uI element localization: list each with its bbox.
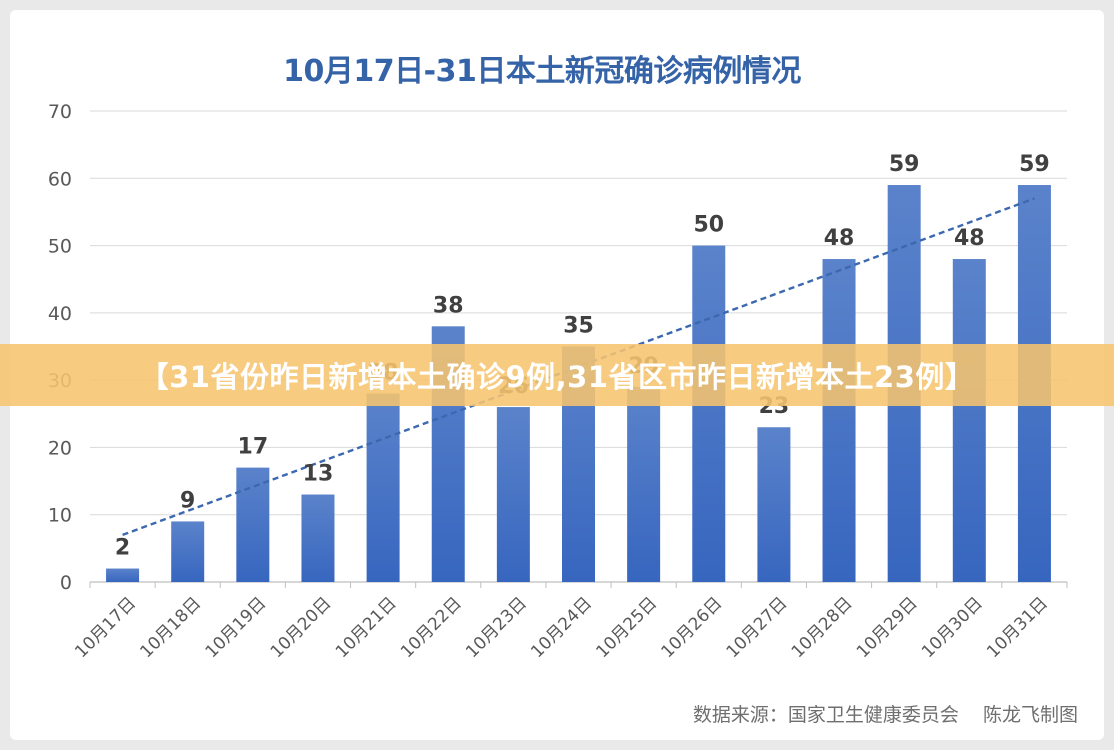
y-tick-label: 20 <box>48 437 72 459</box>
source-note: 数据来源：国家卫生健康委员会 陈龙飞制图 <box>692 704 1078 726</box>
bar <box>627 386 661 582</box>
y-tick-label: 40 <box>48 303 72 325</box>
data-label: 48 <box>824 226 855 251</box>
y-tick-label: 60 <box>48 168 72 190</box>
data-label: 48 <box>954 226 985 251</box>
x-tick-label: 10月31日 <box>983 593 1052 662</box>
data-label: 17 <box>238 435 269 460</box>
data-label: 50 <box>693 213 724 238</box>
bar <box>106 568 140 582</box>
x-tick-label: 10月23日 <box>462 593 531 662</box>
y-tick-label: 50 <box>48 236 72 258</box>
headline-banner: 【31省份昨日新增本土确诊9例,31省区市昨日新增本土23例】 <box>0 344 1114 406</box>
x-tick-label: 10月17日 <box>71 593 140 662</box>
bar <box>366 393 400 582</box>
x-tick-label: 10月18日 <box>136 593 205 662</box>
data-label: 38 <box>433 293 464 318</box>
bar <box>822 259 856 582</box>
data-label: 35 <box>563 314 594 339</box>
y-tick-label: 10 <box>48 505 72 527</box>
x-tick-label: 10月21日 <box>332 593 401 662</box>
x-tick-label: 10月25日 <box>592 593 661 662</box>
x-tick-label: 10月27日 <box>723 593 792 662</box>
y-tick-label: 70 <box>48 101 72 123</box>
x-tick-label: 10月20日 <box>267 593 336 662</box>
x-tick-label: 10月22日 <box>397 593 466 662</box>
headline-text: 【31省份昨日新增本土确诊9例,31省区市昨日新增本土23例】 <box>139 360 975 394</box>
data-label: 9 <box>180 488 195 513</box>
x-tick-label: 10月24日 <box>527 593 596 662</box>
x-tick-label: 10月19日 <box>202 593 271 662</box>
bar <box>757 427 791 582</box>
bar <box>236 467 270 582</box>
data-label: 59 <box>889 152 920 177</box>
bar <box>496 407 530 582</box>
x-tick-label: 10月28日 <box>788 593 857 662</box>
bar <box>952 259 986 582</box>
data-label: 13 <box>303 462 334 487</box>
bar <box>692 245 726 583</box>
y-tick-label: 0 <box>60 572 72 594</box>
chart-title: 10月17日-31日本土新冠确诊病例情况 <box>283 54 801 89</box>
x-tick-label: 10月26日 <box>658 593 727 662</box>
bar <box>301 494 335 582</box>
x-tick-label: 10月29日 <box>853 593 922 662</box>
bar <box>171 521 205 582</box>
data-label: 59 <box>1019 152 1050 177</box>
x-tick-label: 10月30日 <box>918 593 987 662</box>
data-label: 2 <box>115 536 130 561</box>
